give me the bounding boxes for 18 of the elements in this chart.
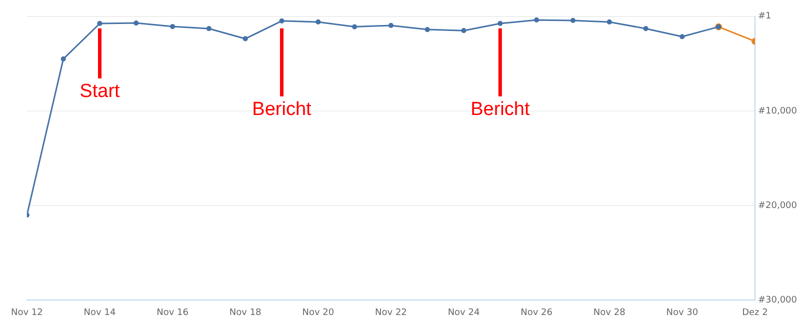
ref-line-label: Bericht <box>252 99 312 120</box>
x-tick-label: Nov 18 <box>229 308 262 318</box>
ref-line-label: Bericht <box>470 99 530 120</box>
x-tick-label: Nov 22 <box>375 308 407 318</box>
x-tick-label: Nov 20 <box>302 308 334 318</box>
y-tick-label: #1 <box>758 12 772 22</box>
y-tick-label: #10,000 <box>758 106 798 116</box>
ref-line-label: Start <box>80 81 121 102</box>
x-tick-label: Nov 26 <box>520 308 553 318</box>
x-tick-label: Nov 12 <box>10 308 43 318</box>
x-tick-label: Nov 28 <box>593 308 626 318</box>
y-tick-label: #20,000 <box>758 200 798 211</box>
x-tick-label: Nov 24 <box>448 308 480 318</box>
x-tick-label: Nov 14 <box>84 308 116 318</box>
x-tick-label: Nov 30 <box>666 308 698 318</box>
y-tick-label: #30,000 <box>758 296 798 306</box>
x-tick-label: Dez 2 <box>742 308 768 318</box>
x-tick-label: Nov 16 <box>156 308 189 318</box>
